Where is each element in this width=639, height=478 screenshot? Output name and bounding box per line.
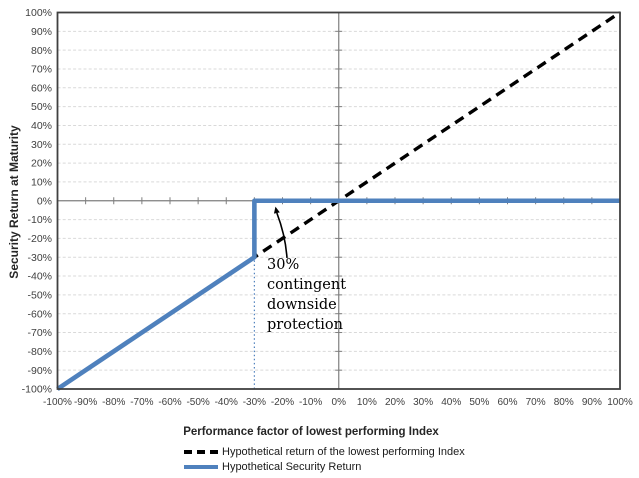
x-tick-label: 50%	[469, 397, 489, 408]
y-tick-label: -80%	[27, 346, 52, 358]
x-tick-label: 70%	[526, 397, 546, 408]
y-tick-label: -70%	[27, 327, 52, 339]
y-tick-label: -10%	[27, 214, 52, 226]
legend-item-security-return: Hypothetical Security Return	[183, 459, 465, 474]
legend-label-security-return: Hypothetical Security Return	[222, 460, 362, 473]
x-tick-label: -10%	[299, 397, 322, 408]
x-tick-label: -50%	[186, 397, 209, 408]
annotation-arrow	[276, 212, 288, 259]
x-tick-label: 40%	[441, 397, 461, 408]
annotation-line-3: downside	[267, 297, 337, 313]
x-tick-label: -20%	[271, 397, 294, 408]
y-tick-label: 0%	[37, 195, 52, 207]
y-tick-label: 30%	[31, 139, 52, 151]
y-tick-label: -20%	[27, 233, 52, 245]
x-tick-label: -90%	[74, 397, 97, 408]
x-tick-label: -80%	[102, 397, 125, 408]
x-tick-label: 60%	[497, 397, 517, 408]
x-tick-label: 80%	[554, 397, 574, 408]
legend-item-index-return: Hypothetical return of the lowest perfor…	[183, 444, 465, 459]
x-tick-label: -100%	[43, 397, 72, 408]
x-axis-title: Performance factor of lowest performing …	[183, 426, 439, 438]
x-tick-label: -60%	[158, 397, 181, 408]
x-tick-label: -40%	[215, 397, 238, 408]
y-tick-label: -60%	[27, 308, 52, 320]
dashed-line-swatch-icon	[184, 449, 218, 454]
x-tick-label: 30%	[413, 397, 433, 408]
y-tick-label: -90%	[27, 365, 52, 377]
legend-label-index-return: Hypothetical return of the lowest perfor…	[222, 445, 465, 458]
y-tick-label: -40%	[27, 271, 52, 283]
y-axis-title: Security Return at Maturity	[7, 125, 21, 279]
plot-border	[56, 11, 621, 390]
x-tick-label: -70%	[130, 397, 153, 408]
x-tick-label: 0%	[332, 397, 347, 408]
x-tick-label: 100%	[607, 397, 633, 408]
y-tick-label: 60%	[31, 82, 52, 94]
x-tick-label: 10%	[357, 397, 377, 408]
y-tick-label: -30%	[27, 252, 52, 264]
legend: Hypothetical return of the lowest perfor…	[183, 444, 465, 474]
annotation-arrowhead	[273, 206, 280, 214]
annotation-text: 30% contingent downside protection	[267, 255, 346, 335]
y-tick-label: 90%	[31, 26, 52, 38]
y-tick-label: 80%	[31, 45, 52, 57]
y-tick-label: 100%	[25, 7, 52, 19]
series-line-security-return	[56, 198, 620, 391]
y-tick-label: 40%	[31, 120, 52, 132]
x-tick-label: 20%	[385, 397, 405, 408]
plot-area: -100% -90% -80% -70% -60% -50% -40% -30% -20% -10…	[22, 7, 633, 408]
y-tick-label: 50%	[31, 101, 52, 113]
y-tick-label: 70%	[31, 64, 52, 76]
x-tick-label: -30%	[243, 397, 266, 408]
y-tick-label: 10%	[31, 177, 52, 189]
annotation-line-4: protection	[267, 317, 344, 333]
x-tick-label: 90%	[582, 397, 602, 408]
y-tick-label: -100%	[22, 384, 52, 396]
solid-line-swatch-icon	[184, 464, 218, 469]
annotation-line-1: 30%	[267, 257, 300, 273]
annotation-line-2: contingent	[267, 277, 347, 293]
y-tick-label: -50%	[27, 289, 52, 301]
y-tick-label: 20%	[31, 158, 52, 170]
